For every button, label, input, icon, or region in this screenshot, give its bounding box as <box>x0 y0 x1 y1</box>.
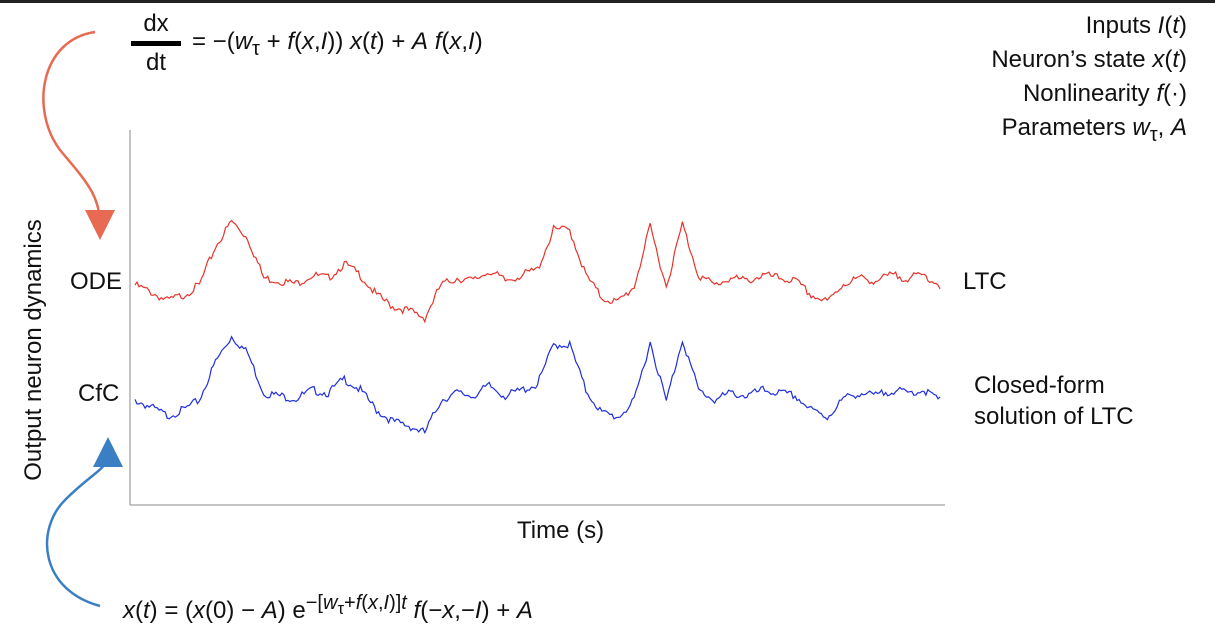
ode-numerator: dx <box>143 10 169 37</box>
legend-inputs: Inputs I(t) <box>1085 12 1187 39</box>
top-border-rule <box>0 0 1215 3</box>
ode-equation-rhs: = −(wτ + f(x,I)) x(t) + A f(x,I) <box>192 28 483 60</box>
fraction-bar <box>131 41 181 46</box>
series-label-ltc: LTC <box>963 268 1007 295</box>
cfc-series-line <box>134 335 941 435</box>
y-axis-label-text: Output neuron dynamics <box>20 219 47 481</box>
ode-annotation-arrow <box>42 30 115 240</box>
y-axis-label: Output neuron dynamics <box>6 215 62 485</box>
row-label-ode: ODE <box>70 268 123 295</box>
ode-denominator: dt <box>145 49 166 76</box>
cfc-equation: x(t) = (x(0) − A) e−[wτ+f(x,I)]t f(−x,−I… <box>123 592 533 624</box>
ltc-series-line <box>134 219 941 324</box>
legend-parameters: Parameters wτ, A <box>1001 114 1187 146</box>
ode-derivative-fraction: dx dt <box>131 10 181 77</box>
series-label-closed-form: Closed-form solution of LTC <box>974 372 1134 431</box>
row-label-cfc: CfC <box>78 380 120 407</box>
x-axis-label: Time (s) <box>517 517 605 544</box>
legend-nonlinearity: Nonlinearity f(·) <box>1022 80 1187 107</box>
legend-neuron-state: Neuron’s state x(t) <box>991 46 1187 73</box>
